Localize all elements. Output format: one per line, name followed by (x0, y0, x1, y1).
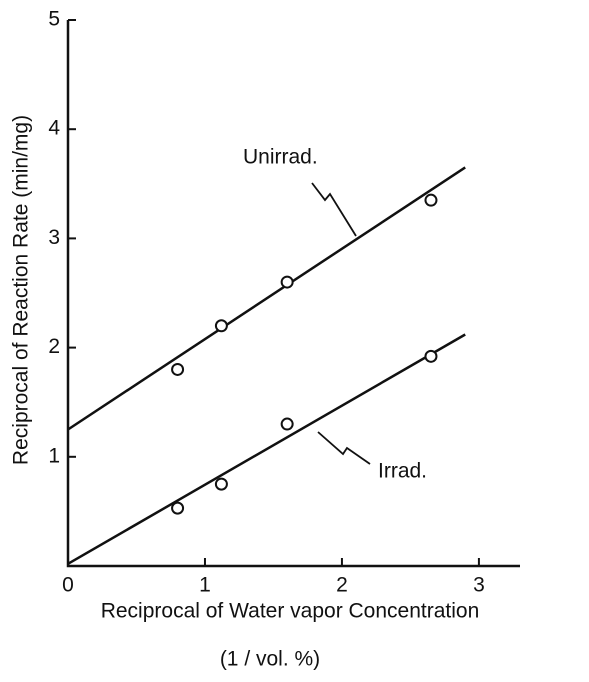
y-tick-label: 1 (48, 444, 60, 467)
data-point (171, 362, 185, 376)
annotation-arrow (311, 182, 357, 237)
fit-line (67, 333, 466, 565)
y-tick-label: 2 (48, 335, 60, 358)
x-axis-label: Reciprocal of Water vapor Concentration (101, 600, 480, 623)
x-tick-label: 2 (336, 574, 348, 597)
data-point (280, 417, 294, 431)
y-tick-label: 5 (48, 8, 60, 31)
x-tick-label: 0 (62, 574, 74, 597)
data-point (280, 275, 294, 289)
fit-line (67, 166, 466, 431)
data-point (424, 349, 438, 363)
data-point (214, 477, 228, 491)
x-tick-label: 3 (473, 574, 485, 597)
annotation-arrow (317, 431, 371, 465)
axes (66, 20, 520, 568)
annotation: Unirrad. (243, 146, 318, 169)
y-axis-label: Reciprocal of Reaction Rate (min/mg) (10, 115, 33, 465)
y-tick-label: 3 (48, 226, 60, 249)
x-axis-unit: (1 / vol. %) (220, 648, 320, 671)
data-point (214, 319, 228, 333)
x-tick-label: 1 (199, 574, 211, 597)
y-tick-label: 4 (48, 117, 60, 140)
data-point (424, 193, 438, 207)
annotation: Irrad. (378, 460, 427, 483)
data-point (171, 501, 185, 515)
